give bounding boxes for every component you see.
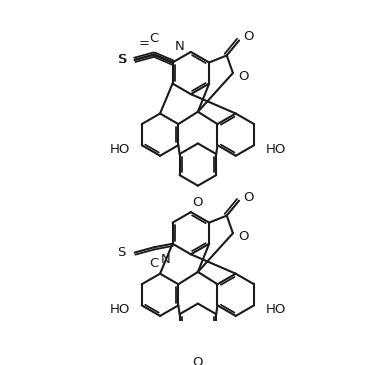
Text: O: O (238, 70, 249, 83)
Text: S: S (118, 246, 126, 259)
Text: HO: HO (110, 303, 130, 316)
Text: S: S (118, 53, 126, 66)
Text: O: O (193, 356, 203, 365)
Text: O: O (243, 30, 254, 43)
Text: =: = (139, 38, 150, 50)
Text: C: C (149, 32, 159, 45)
Text: HO: HO (265, 303, 286, 316)
Text: O: O (243, 191, 254, 204)
Text: HO: HO (110, 143, 130, 156)
Text: O: O (193, 196, 203, 209)
Text: C: C (149, 257, 159, 270)
Text: N: N (174, 40, 184, 53)
Text: O: O (238, 230, 249, 243)
Text: N: N (161, 253, 171, 266)
Text: S: S (118, 53, 127, 66)
Text: HO: HO (265, 143, 286, 156)
